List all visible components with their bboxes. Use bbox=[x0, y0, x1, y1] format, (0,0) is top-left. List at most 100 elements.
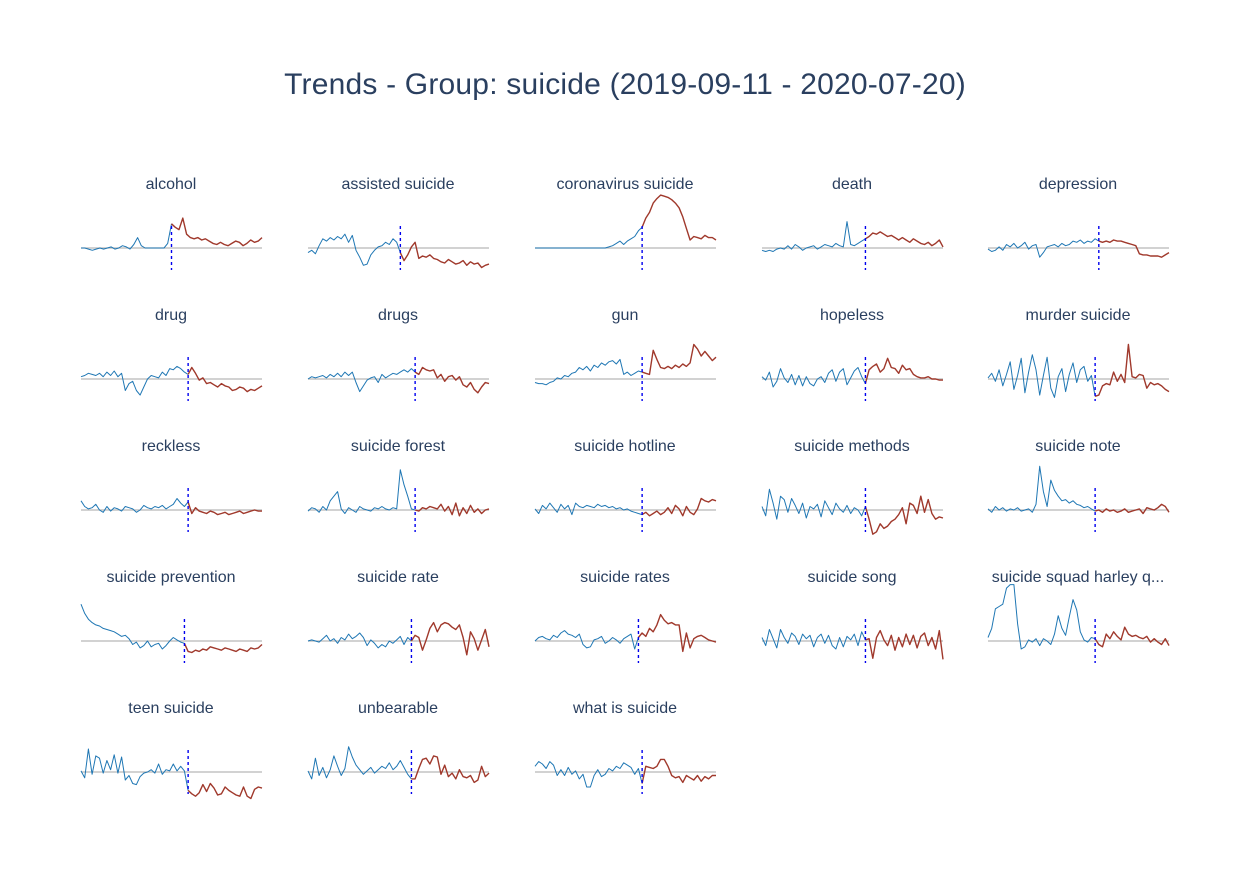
series-before bbox=[534, 358, 643, 386]
panel-title: gun bbox=[611, 307, 639, 324]
series-before bbox=[987, 238, 1100, 258]
series-before bbox=[307, 469, 416, 514]
panel-title: drugs bbox=[377, 307, 419, 324]
series-after bbox=[864, 495, 944, 535]
panel-9: murder suicide bbox=[978, 307, 1178, 437]
series-before bbox=[987, 465, 1096, 513]
series-after bbox=[414, 366, 490, 394]
sparkline bbox=[534, 613, 717, 663]
panel-title: assisted suicide bbox=[341, 176, 455, 193]
panel-21: unbearable bbox=[298, 700, 498, 830]
series-before bbox=[761, 221, 866, 252]
sparkline bbox=[80, 748, 263, 800]
sparkline bbox=[534, 343, 717, 401]
panel-12: suicide hotline bbox=[525, 438, 725, 568]
series-before bbox=[80, 365, 189, 396]
panel-7: gun bbox=[525, 307, 725, 437]
panel-title: coronavirus suicide bbox=[556, 176, 694, 193]
panel-title: teen suicide bbox=[128, 700, 214, 717]
panel-19: suicide squad harley q... bbox=[978, 569, 1178, 699]
series-after bbox=[183, 643, 263, 654]
panel-title: reckless bbox=[141, 438, 201, 455]
panel-title: suicide prevention bbox=[106, 569, 236, 586]
panel-title: suicide squad harley q... bbox=[991, 569, 1165, 586]
series-before bbox=[761, 488, 866, 520]
series-after bbox=[187, 366, 263, 393]
series-before bbox=[80, 604, 185, 650]
sparkline bbox=[761, 488, 944, 535]
series-after bbox=[637, 613, 717, 653]
series-after bbox=[865, 231, 944, 248]
sparkline bbox=[534, 488, 717, 532]
series-before bbox=[307, 368, 416, 393]
panel-title: alcohol bbox=[145, 176, 197, 193]
series-after bbox=[1098, 239, 1170, 258]
panel-20: teen suicide bbox=[71, 700, 271, 830]
series-before bbox=[80, 748, 189, 791]
sparkline bbox=[307, 226, 490, 270]
panel-title: suicide methods bbox=[794, 438, 910, 455]
panel-title: suicide forest bbox=[350, 438, 446, 455]
series-before bbox=[987, 584, 1096, 650]
sparkline bbox=[987, 465, 1170, 532]
series-before bbox=[307, 632, 412, 649]
panel-18: suicide song bbox=[752, 569, 952, 699]
panel-3: death bbox=[752, 176, 952, 306]
series-after bbox=[187, 782, 263, 800]
panel-2: coronavirus suicide bbox=[525, 176, 725, 306]
panel-10: reckless bbox=[71, 438, 271, 568]
sparkline bbox=[761, 619, 944, 663]
panel-22: what is suicide bbox=[525, 700, 725, 830]
panel-15: suicide prevention bbox=[71, 569, 271, 699]
sparkline bbox=[81, 217, 263, 270]
panel-title: suicide rate bbox=[357, 569, 439, 586]
series-before bbox=[534, 761, 643, 788]
panel-title: drug bbox=[154, 307, 188, 324]
panel-16: suicide rate bbox=[298, 569, 498, 699]
series-before bbox=[80, 498, 189, 513]
panel-6: drugs bbox=[298, 307, 498, 437]
sparkline bbox=[307, 746, 490, 794]
panel-11: suicide forest bbox=[298, 438, 498, 568]
series-after bbox=[399, 241, 490, 269]
panel-title: murder suicide bbox=[1025, 307, 1131, 324]
series-before bbox=[534, 502, 643, 516]
series-after bbox=[864, 357, 943, 384]
panel-title: suicide hotline bbox=[574, 438, 676, 455]
panel-title: what is suicide bbox=[572, 700, 678, 717]
series-after bbox=[865, 629, 944, 660]
series-before bbox=[307, 233, 401, 266]
panel-14: suicide note bbox=[978, 438, 1178, 568]
series-before bbox=[535, 226, 643, 249]
series-after bbox=[187, 501, 262, 516]
series-before bbox=[81, 223, 172, 251]
series-before bbox=[761, 367, 866, 388]
panel-title: death bbox=[831, 176, 873, 193]
series-after bbox=[171, 217, 263, 247]
panel-5: drug bbox=[71, 307, 271, 437]
series-before bbox=[987, 354, 1096, 398]
panel-title: suicide note bbox=[1035, 438, 1121, 455]
sparkline bbox=[987, 226, 1170, 270]
panel-1: assisted suicide bbox=[298, 176, 498, 306]
series-after bbox=[641, 343, 717, 376]
sparkline bbox=[80, 604, 263, 663]
series-before bbox=[761, 629, 866, 650]
series-after bbox=[1094, 503, 1170, 515]
series-after bbox=[414, 502, 490, 517]
series-after bbox=[641, 758, 716, 784]
sparkline bbox=[987, 584, 1170, 663]
panel-title: hopeless bbox=[819, 307, 885, 324]
sparkline bbox=[307, 619, 490, 663]
panel-title: suicide song bbox=[807, 569, 897, 586]
series-after bbox=[641, 194, 717, 241]
series-after bbox=[411, 755, 490, 784]
series-after bbox=[1094, 626, 1170, 648]
sparkline bbox=[535, 194, 717, 270]
panel-13: suicide methods bbox=[752, 438, 952, 568]
panel-17: suicide rates bbox=[525, 569, 725, 699]
sparkline bbox=[307, 357, 490, 401]
series-after bbox=[1094, 343, 1170, 397]
sparkline bbox=[307, 469, 490, 532]
